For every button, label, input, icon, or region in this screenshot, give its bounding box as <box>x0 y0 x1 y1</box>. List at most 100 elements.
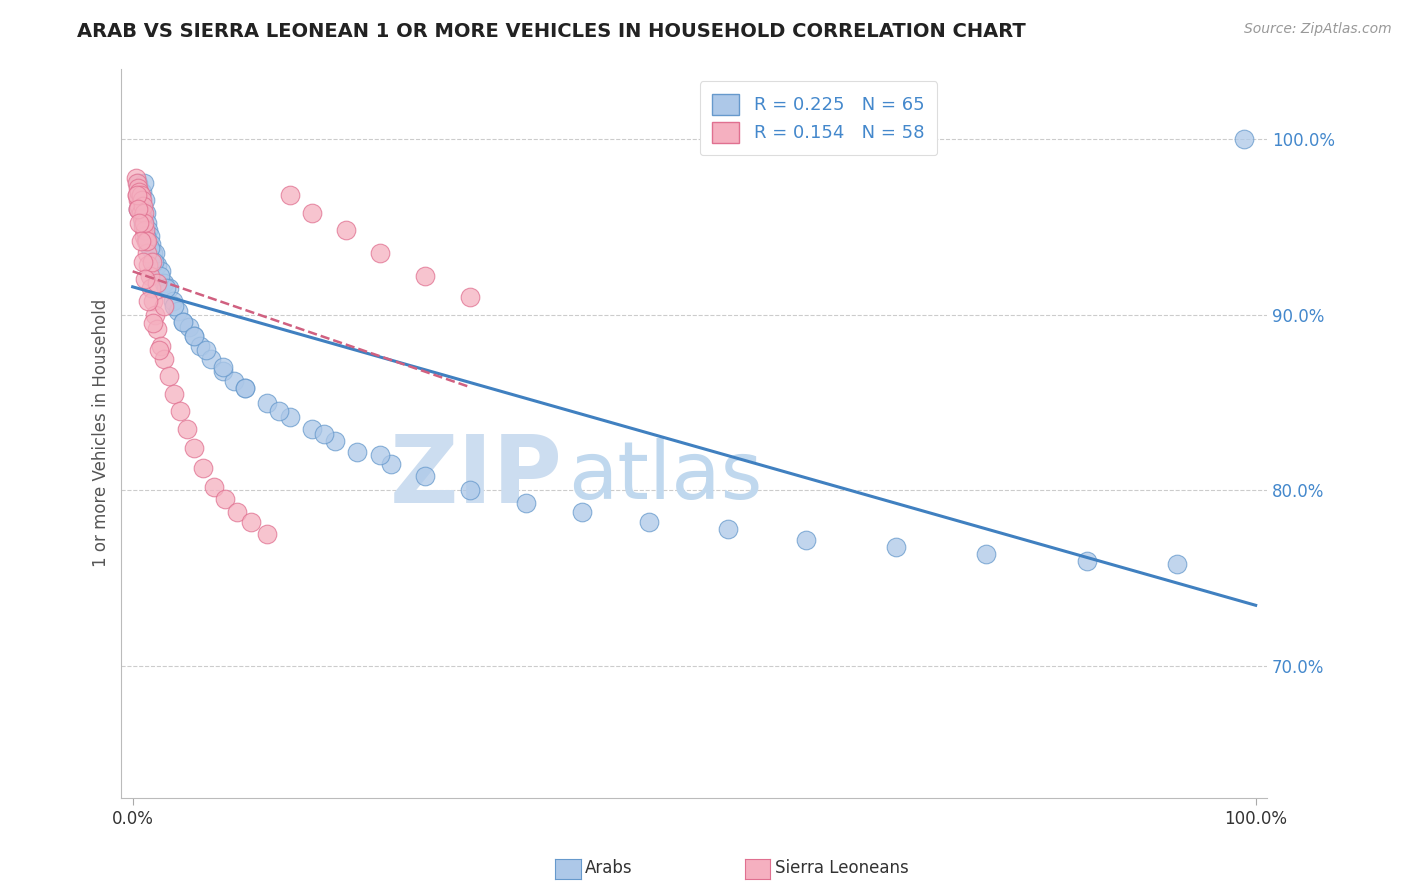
Point <box>169 404 191 418</box>
Point <box>256 395 278 409</box>
Point <box>127 188 149 202</box>
Point <box>717 522 740 536</box>
Point <box>127 188 149 202</box>
Point <box>134 194 156 208</box>
Point <box>214 492 236 507</box>
Point <box>157 369 180 384</box>
Point <box>127 181 149 195</box>
Point <box>128 185 150 199</box>
Point <box>129 205 152 219</box>
Point <box>458 290 481 304</box>
Point <box>323 434 346 449</box>
Point <box>183 328 205 343</box>
Point <box>139 281 162 295</box>
Point <box>183 328 205 343</box>
Point <box>884 540 907 554</box>
Point <box>194 343 217 357</box>
Point <box>131 185 153 199</box>
Point <box>638 515 661 529</box>
Point <box>134 223 156 237</box>
Legend: R = 0.225   N = 65, R = 0.154   N = 58: R = 0.225 N = 65, R = 0.154 N = 58 <box>700 81 938 155</box>
Point <box>136 216 159 230</box>
Point <box>211 364 233 378</box>
Point <box>1076 554 1098 568</box>
Point <box>226 505 249 519</box>
Point <box>138 228 160 243</box>
Text: Source: ZipAtlas.com: Source: ZipAtlas.com <box>1244 22 1392 37</box>
Point <box>125 170 148 185</box>
Point <box>211 360 233 375</box>
Point <box>301 205 323 219</box>
Point <box>143 255 166 269</box>
Point <box>267 404 290 418</box>
Point <box>163 299 186 313</box>
Point <box>176 422 198 436</box>
Point <box>138 293 160 308</box>
Point <box>153 276 176 290</box>
Point <box>128 185 150 199</box>
Point <box>143 246 166 260</box>
Point <box>256 527 278 541</box>
Point <box>163 386 186 401</box>
Point <box>301 422 323 436</box>
Point <box>129 188 152 202</box>
Point <box>139 237 162 252</box>
Point <box>146 322 169 336</box>
Point <box>183 442 205 456</box>
Point <box>155 281 177 295</box>
Point <box>136 246 159 260</box>
Point <box>138 268 160 283</box>
Point <box>129 234 152 248</box>
Point <box>132 202 155 216</box>
Text: ZIP: ZIP <box>389 431 562 523</box>
Point <box>368 246 391 260</box>
Text: Sierra Leoneans: Sierra Leoneans <box>775 859 908 877</box>
Point <box>127 202 149 216</box>
Point <box>131 205 153 219</box>
Point <box>127 202 149 216</box>
Point <box>132 176 155 190</box>
Point <box>278 409 301 424</box>
Point <box>128 199 150 213</box>
Point <box>127 194 149 208</box>
Point <box>172 315 194 329</box>
Point <box>233 382 256 396</box>
Point <box>166 304 188 318</box>
Point <box>143 308 166 322</box>
Point <box>129 202 152 216</box>
Point <box>132 255 155 269</box>
Point <box>278 188 301 202</box>
Point <box>222 375 245 389</box>
Point <box>149 263 172 277</box>
Point <box>1166 558 1188 572</box>
Point <box>380 457 402 471</box>
Point <box>974 547 997 561</box>
Point <box>157 281 180 295</box>
Point <box>132 216 155 230</box>
Point <box>172 315 194 329</box>
Point <box>233 382 256 396</box>
Point <box>148 343 170 357</box>
Point <box>146 259 169 273</box>
Point <box>346 444 368 458</box>
Point <box>135 205 157 219</box>
Point <box>132 216 155 230</box>
Point <box>177 320 200 334</box>
Point <box>142 246 165 260</box>
Point <box>131 211 153 225</box>
Point <box>141 255 163 269</box>
Point <box>149 339 172 353</box>
Point <box>129 194 152 208</box>
Point <box>135 234 157 248</box>
Point <box>127 176 149 190</box>
Point <box>1233 132 1256 146</box>
Point <box>146 276 169 290</box>
Point <box>571 505 593 519</box>
Point <box>193 460 215 475</box>
Point <box>200 351 222 366</box>
Point <box>796 533 818 547</box>
Point <box>202 480 225 494</box>
Point <box>127 176 149 190</box>
Text: atlas: atlas <box>568 438 762 516</box>
Point <box>188 339 211 353</box>
